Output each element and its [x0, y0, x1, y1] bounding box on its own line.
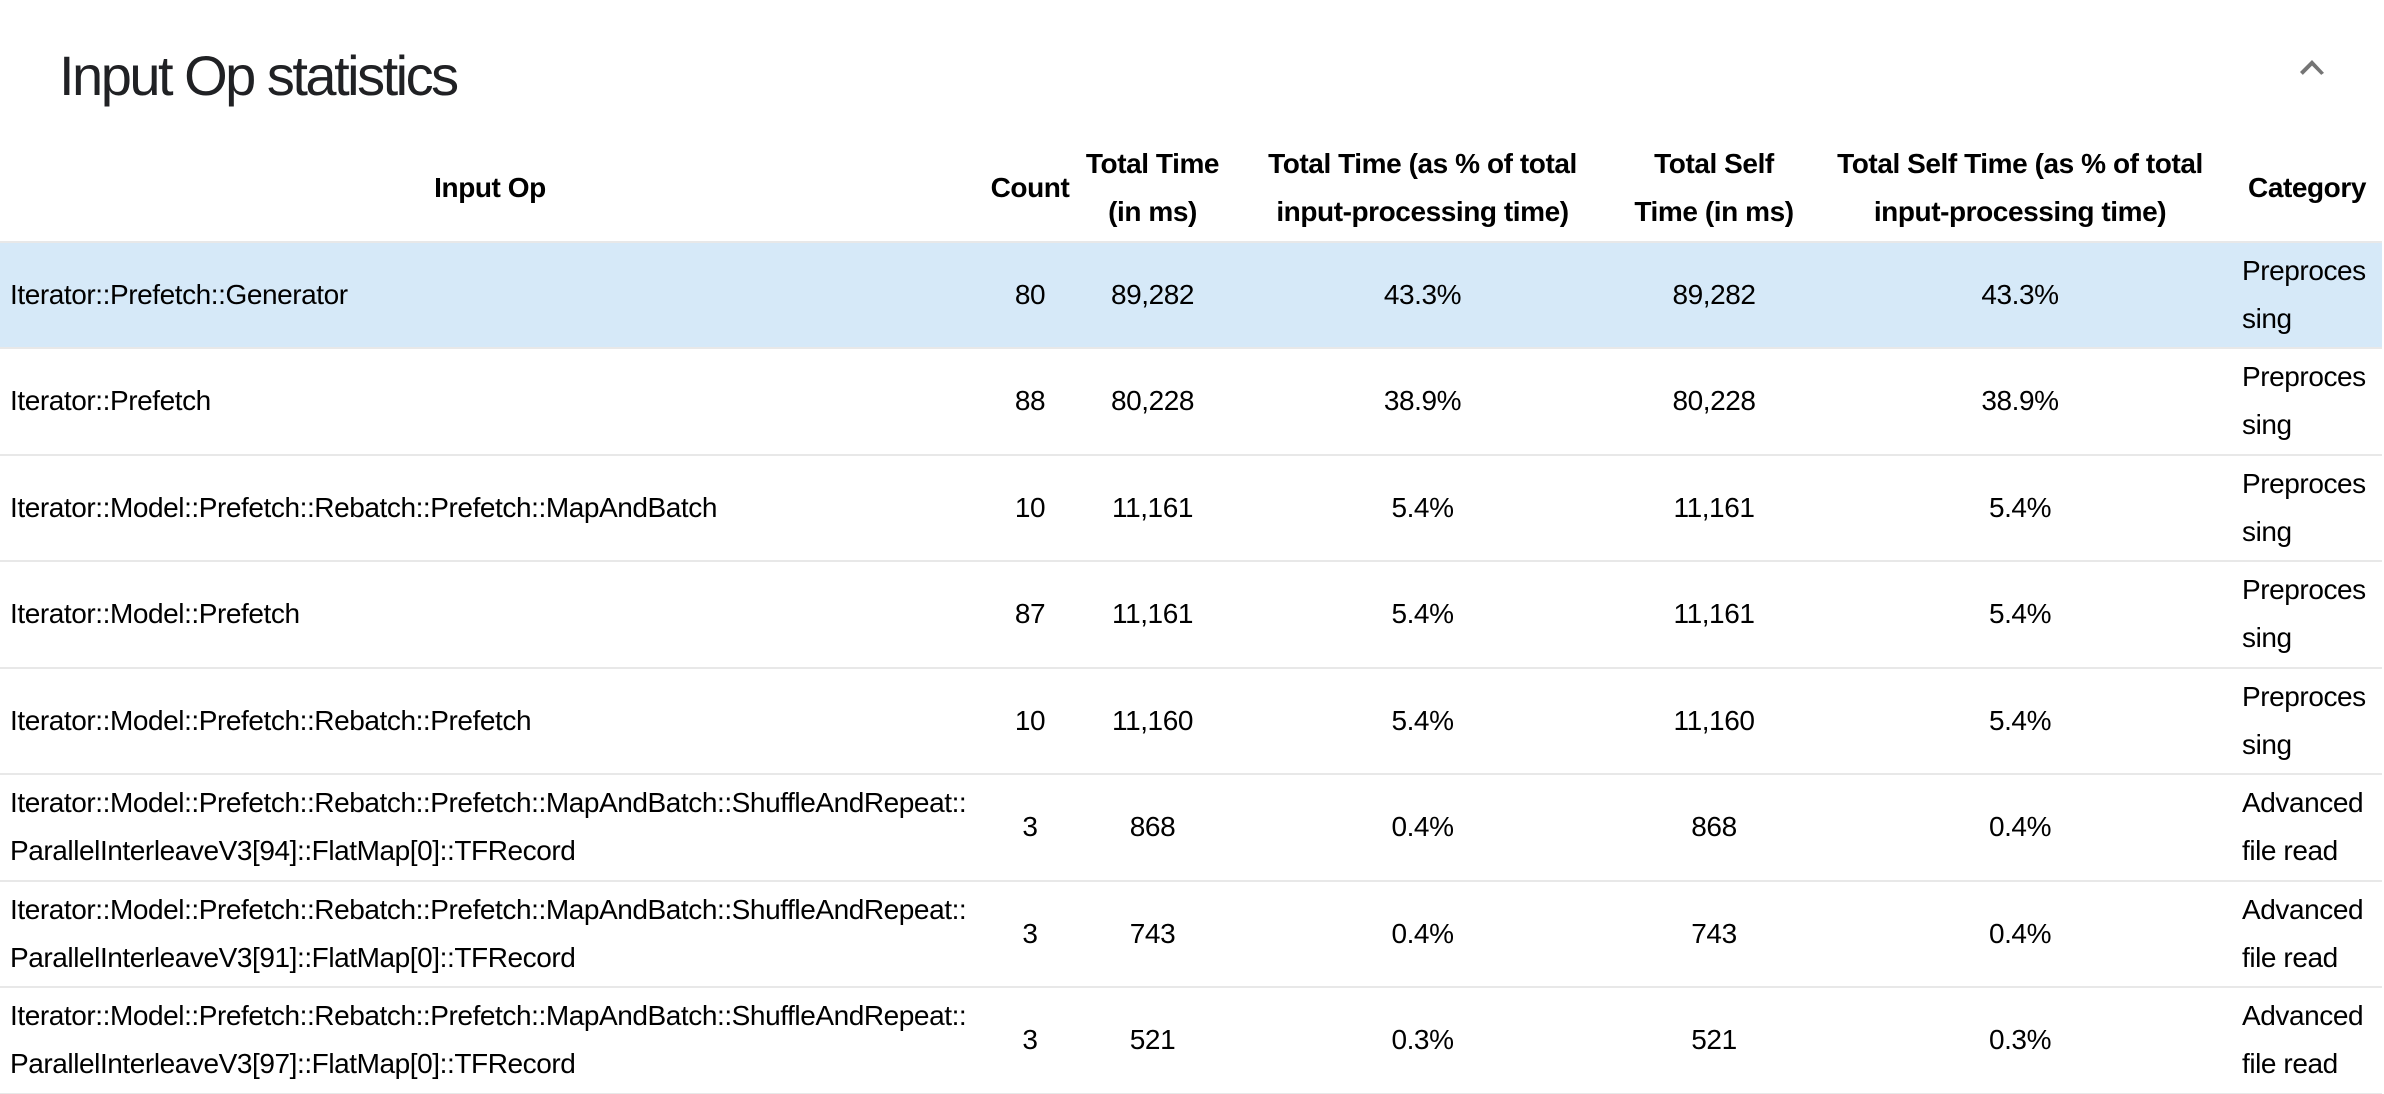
table-row[interactable]: Iterator::Model::Prefetch::Rebatch::Pref…	[0, 988, 2382, 1094]
col-header-count[interactable]: Count	[980, 136, 1080, 243]
table-row[interactable]: Iterator::Model::Prefetch::Rebatch::Pref…	[0, 456, 2382, 562]
section-title: Input Op statistics	[59, 43, 459, 107]
table-header-row: Input Op Count Total Time (in ms) Total …	[0, 136, 2382, 243]
cell-total-self-time-ms[interactable]: 89,282	[1620, 242, 1808, 349]
cell-input-op[interactable]: Iterator::Model::Prefetch::Rebatch::Pref…	[0, 669, 980, 775]
cell-count[interactable]: 80	[980, 242, 1080, 349]
cell-input-op[interactable]: Iterator::Prefetch::Generator	[0, 242, 980, 349]
cell-total-time-ms[interactable]: 11,161	[1080, 456, 1225, 562]
cell-total-time-ms[interactable]: 868	[1080, 775, 1225, 882]
cell-total-self-time-ms[interactable]: 80,228	[1620, 349, 1808, 456]
col-header-total-self-time-ms[interactable]: Total Self Time (in ms)	[1620, 136, 1808, 243]
cell-total-time-pct[interactable]: 0.4%	[1225, 882, 1620, 988]
chevron-up-icon	[2288, 44, 2336, 92]
col-header-total-time-ms[interactable]: Total Time (in ms)	[1080, 136, 1225, 243]
cell-count[interactable]: 3	[980, 988, 1080, 1094]
cell-total-time-pct[interactable]: 43.3%	[1225, 242, 1620, 349]
col-header-total-self-time-pct[interactable]: Total Self Time (as % of total input-pro…	[1808, 136, 2232, 243]
cell-total-self-time-ms[interactable]: 11,161	[1620, 456, 1808, 562]
cell-total-self-time-pct[interactable]: 5.4%	[1808, 669, 2232, 775]
cell-category[interactable]: Preprocessing	[2232, 242, 2382, 349]
cell-total-self-time-pct[interactable]: 5.4%	[1808, 456, 2232, 562]
table-row[interactable]: Iterator::Model::Prefetch 87 11,161 5.4%…	[0, 562, 2382, 669]
col-header-total-time-pct[interactable]: Total Time (as % of total input-processi…	[1225, 136, 1620, 243]
cell-total-time-ms[interactable]: 521	[1080, 988, 1225, 1094]
cell-total-time-ms[interactable]: 80,228	[1080, 349, 1225, 456]
cell-count[interactable]: 10	[980, 456, 1080, 562]
cell-count[interactable]: 87	[980, 562, 1080, 669]
cell-count[interactable]: 88	[980, 349, 1080, 456]
cell-count[interactable]: 10	[980, 669, 1080, 775]
cell-total-time-ms[interactable]: 743	[1080, 882, 1225, 988]
table-row[interactable]: Iterator::Model::Prefetch::Rebatch::Pref…	[0, 669, 2382, 775]
cell-total-self-time-pct[interactable]: 43.3%	[1808, 242, 2232, 349]
cell-total-time-ms[interactable]: 11,160	[1080, 669, 1225, 775]
cell-total-time-ms[interactable]: 11,161	[1080, 562, 1225, 669]
cell-input-op[interactable]: Iterator::Model::Prefetch::Rebatch::Pref…	[0, 775, 980, 882]
cell-input-op[interactable]: Iterator::Model::Prefetch::Rebatch::Pref…	[0, 882, 980, 988]
table-row[interactable]: Iterator::Model::Prefetch::Rebatch::Pref…	[0, 775, 2382, 882]
cell-category[interactable]: Preprocessing	[2232, 669, 2382, 775]
input-op-table: Input Op Count Total Time (in ms) Total …	[0, 136, 2382, 1094]
cell-total-time-pct[interactable]: 5.4%	[1225, 456, 1620, 562]
cell-input-op[interactable]: Iterator::Model::Prefetch::Rebatch::Pref…	[0, 988, 980, 1094]
cell-total-self-time-pct[interactable]: 0.4%	[1808, 882, 2232, 988]
cell-total-self-time-ms[interactable]: 521	[1620, 988, 1808, 1094]
collapse-section-button[interactable]	[2288, 44, 2336, 92]
cell-total-self-time-ms[interactable]: 11,160	[1620, 669, 1808, 775]
cell-total-self-time-pct[interactable]: 0.3%	[1808, 988, 2232, 1094]
col-header-category[interactable]: Category	[2232, 136, 2382, 243]
cell-total-self-time-ms[interactable]: 11,161	[1620, 562, 1808, 669]
cell-total-time-pct[interactable]: 5.4%	[1225, 669, 1620, 775]
cell-total-time-ms[interactable]: 89,282	[1080, 242, 1225, 349]
cell-total-time-pct[interactable]: 38.9%	[1225, 349, 1620, 456]
cell-count[interactable]: 3	[980, 882, 1080, 988]
table-row[interactable]: Iterator::Prefetch 88 80,228 38.9% 80,22…	[0, 349, 2382, 456]
cell-total-self-time-pct[interactable]: 38.9%	[1808, 349, 2232, 456]
cell-total-time-pct[interactable]: 0.4%	[1225, 775, 1620, 882]
cell-count[interactable]: 3	[980, 775, 1080, 882]
cell-total-self-time-ms[interactable]: 743	[1620, 882, 1808, 988]
cell-category[interactable]: Preprocessing	[2232, 349, 2382, 456]
cell-category[interactable]: Advanced file read	[2232, 882, 2382, 988]
cell-category[interactable]: Preprocessing	[2232, 562, 2382, 669]
table-row[interactable]: Iterator::Prefetch::Generator 80 89,282 …	[0, 242, 2382, 349]
cell-total-self-time-pct[interactable]: 0.4%	[1808, 775, 2232, 882]
cell-input-op[interactable]: Iterator::Model::Prefetch::Rebatch::Pref…	[0, 456, 980, 562]
cell-category[interactable]: Advanced file read	[2232, 775, 2382, 882]
cell-total-time-pct[interactable]: 5.4%	[1225, 562, 1620, 669]
cell-total-self-time-ms[interactable]: 868	[1620, 775, 1808, 882]
cell-total-self-time-pct[interactable]: 5.4%	[1808, 562, 2232, 669]
table-row[interactable]: Iterator::Model::Prefetch::Rebatch::Pref…	[0, 882, 2382, 988]
col-header-input-op[interactable]: Input Op	[0, 136, 980, 243]
cell-total-time-pct[interactable]: 0.3%	[1225, 988, 1620, 1094]
cell-category[interactable]: Preprocessing	[2232, 456, 2382, 562]
cell-category[interactable]: Advanced file read	[2232, 988, 2382, 1094]
cell-input-op[interactable]: Iterator::Model::Prefetch	[0, 562, 980, 669]
cell-input-op[interactable]: Iterator::Prefetch	[0, 349, 980, 456]
